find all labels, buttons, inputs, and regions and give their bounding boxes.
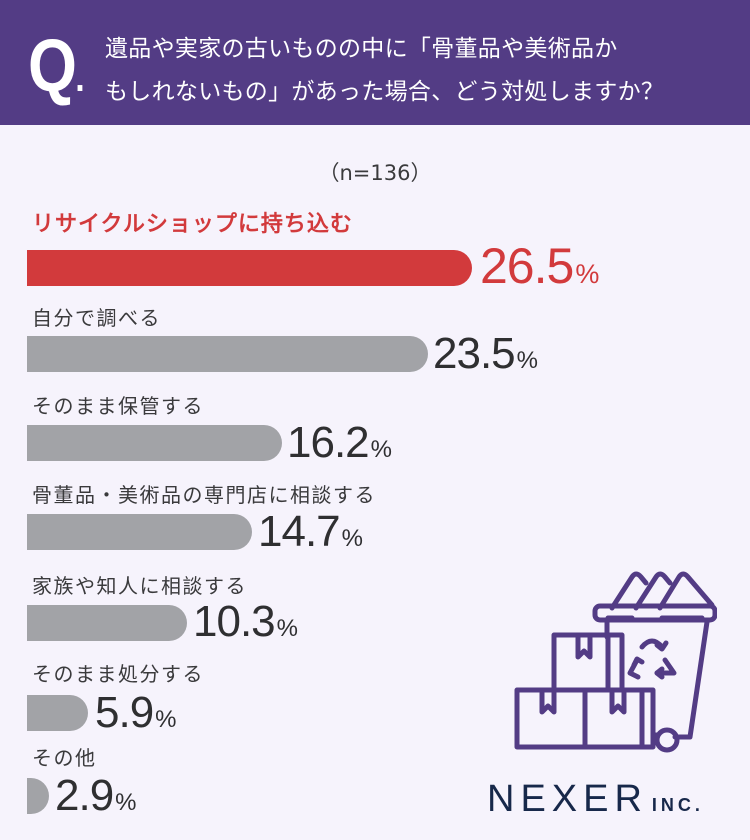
question-header: Q. 遺品や実家の古いものの中に「骨董品や美術品か もしれないもの」があった場合… bbox=[0, 0, 750, 125]
bar-value: 26.5% bbox=[480, 241, 599, 299]
logo-main: NEXER bbox=[487, 778, 648, 820]
bar-label: リサイクルショップに持ち込む bbox=[32, 212, 353, 237]
recycle-bin-boxes-icon bbox=[512, 565, 718, 755]
value-unit: % bbox=[575, 259, 600, 289]
value-number: 14.7 bbox=[258, 507, 341, 556]
q-letter: Q bbox=[28, 24, 77, 107]
bar-value: 23.5% bbox=[433, 331, 538, 384]
bar bbox=[27, 514, 252, 550]
bar-value: 16.2% bbox=[287, 420, 392, 473]
value-number: 23.5 bbox=[433, 329, 516, 378]
bar bbox=[27, 336, 428, 372]
logo-sub: INC. bbox=[651, 795, 704, 815]
bar-label: 自分で調べる bbox=[32, 306, 161, 330]
value-unit: % bbox=[341, 525, 363, 552]
value-unit: % bbox=[115, 789, 137, 816]
question-line-1: 遺品や実家の古いものの中に「骨董品や美術品か bbox=[105, 36, 618, 62]
bar-label: その他 bbox=[32, 746, 97, 770]
bar bbox=[27, 695, 88, 731]
question-line-2: もしれないもの」があった場合、どう対処しますか？ bbox=[105, 79, 665, 105]
sample-size: （n=136） bbox=[318, 161, 432, 185]
value-number: 16.2 bbox=[287, 418, 370, 467]
value-number: 2.9 bbox=[55, 771, 114, 820]
value-number: 10.3 bbox=[193, 597, 276, 646]
value-number: 26.5 bbox=[480, 238, 574, 294]
bar-label: 骨董品・美術品の専門店に相談する bbox=[32, 483, 376, 507]
bar-label: 家族や知人に相談する bbox=[32, 574, 247, 598]
value-unit: % bbox=[516, 347, 538, 374]
bar-label: そのまま保管する bbox=[32, 394, 204, 418]
bar-value: 2.9% bbox=[55, 773, 137, 826]
bar-value: 5.9% bbox=[95, 690, 177, 743]
bar-label: そのまま処分する bbox=[32, 662, 204, 686]
bar bbox=[27, 778, 49, 814]
bar-value: 10.3% bbox=[193, 599, 298, 652]
value-number: 5.9 bbox=[95, 688, 154, 737]
bar bbox=[27, 605, 187, 641]
value-unit: % bbox=[276, 615, 298, 642]
q-mark: Q. bbox=[28, 24, 85, 118]
question-text: 遺品や実家の古いものの中に「骨董品や美術品か もしれないもの」があった場合、どう… bbox=[105, 28, 745, 114]
value-unit: % bbox=[370, 436, 392, 463]
value-unit: % bbox=[155, 706, 177, 733]
bar bbox=[27, 250, 472, 286]
nexer-logo: NEXER INC. bbox=[487, 778, 704, 821]
bar-value: 14.7% bbox=[258, 509, 363, 562]
q-dot: . bbox=[75, 56, 84, 100]
bar bbox=[27, 425, 282, 461]
